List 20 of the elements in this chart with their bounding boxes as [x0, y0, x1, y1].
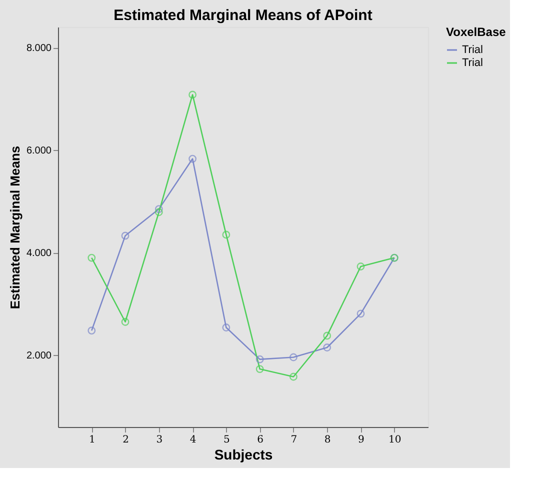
y-tick-label: 2.000	[26, 350, 52, 362]
legend-label: Trial	[462, 44, 483, 56]
legend-label: Trial	[462, 57, 483, 69]
x-tick-label: 1	[88, 434, 96, 446]
x-axis-title: Subjects	[214, 446, 273, 462]
y-axis-title: Estimated Marginal Means	[7, 146, 22, 310]
x-tick-label: 8	[324, 434, 331, 446]
chart-title: Estimated Marginal Means of APoint	[114, 7, 372, 24]
y-tick-label: 6.000	[26, 146, 52, 157]
x-tick-label: 9	[358, 434, 364, 446]
x-tick-label: 6	[257, 434, 264, 446]
x-tick-label: 7	[290, 434, 298, 446]
y-tick-label: 4.000	[26, 248, 52, 260]
x-tick-label: 3	[156, 434, 163, 446]
x-tick-label: 5	[223, 434, 230, 446]
x-tick-label: 2	[122, 434, 129, 446]
y-tick-label: 8.000	[26, 43, 52, 54]
x-tick-label: 10	[388, 434, 402, 446]
x-tick-label: 4	[190, 434, 196, 446]
legend-title: VoxelBase	[446, 25, 506, 39]
